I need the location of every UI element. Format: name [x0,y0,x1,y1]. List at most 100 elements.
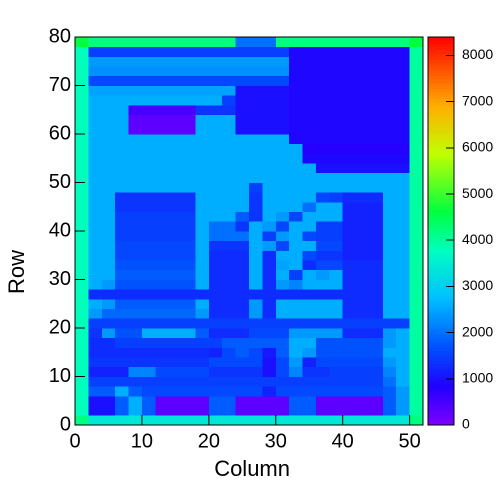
colorbar-segment [428,273,454,277]
cell [155,328,170,339]
cell [409,75,424,86]
colorbar-segment [428,95,454,99]
cell [342,357,357,368]
cell [315,153,330,164]
cell [195,46,210,57]
cell [249,308,263,319]
cell [409,85,424,96]
y-tick-label: 50 [49,171,71,193]
cell [222,172,237,183]
cell [382,182,397,193]
cell [115,75,129,86]
cell [75,46,89,57]
cell [141,104,156,115]
colorbar-segment [428,269,454,274]
cell [289,153,303,164]
cell [329,192,344,203]
cell [101,240,116,251]
cell [369,153,384,164]
cell [289,366,303,377]
cell [195,211,210,222]
cell [262,143,277,154]
x-tick-label: 10 [131,430,153,452]
cell [115,114,129,125]
cell [195,318,210,329]
cell [235,66,250,77]
colorbar-segment [428,108,454,112]
cell [275,114,290,125]
cell [369,298,384,309]
cell [101,153,116,164]
cell [342,46,357,57]
cell [396,201,411,212]
cell [182,124,196,135]
cell [382,289,397,300]
cell [208,75,223,86]
cell [101,221,116,232]
cell [75,366,89,377]
cell [182,75,196,86]
cell [342,163,357,174]
cell [382,46,397,57]
cell [222,56,237,67]
cell [168,308,183,319]
cell [88,95,103,106]
cell [222,46,237,57]
cell [262,347,277,358]
cell [75,269,89,280]
colorbar-segment [428,121,454,125]
cell [168,240,183,251]
cell [155,279,170,290]
cell [182,279,196,290]
cell [249,240,263,251]
cell [128,182,143,193]
colorbar-segment [428,318,454,323]
cell [222,124,237,135]
cell [382,269,397,280]
cell [356,279,370,290]
cell [155,240,170,251]
cell [88,308,103,319]
cell [409,192,424,203]
cell [235,328,250,339]
cell [409,347,424,358]
y-tick-label: 40 [49,219,71,241]
cell [115,269,129,280]
cell [222,308,237,319]
cell [222,405,237,416]
cell [382,298,397,309]
colorbar-segment [428,237,454,242]
cell [356,298,370,309]
cell [141,201,156,212]
cell [101,260,116,271]
cell [329,221,344,232]
cell [249,66,263,77]
colorbar-segment [428,247,454,251]
cell [128,231,143,242]
colorbar-segment [428,250,454,255]
cell [115,318,129,329]
cell [208,66,223,77]
cell [101,376,116,387]
cell [275,95,290,106]
cell [195,415,210,426]
colorbar-segment [428,156,454,161]
cell [369,250,384,261]
cell [409,134,424,145]
cell [208,114,223,125]
colorbar-segment [428,224,454,229]
cell [262,298,277,309]
cell [128,405,143,416]
cell [289,386,303,397]
cell [409,124,424,135]
cell [289,308,303,319]
cell [128,250,143,261]
colorbar-segment [428,208,454,213]
cell [396,386,411,397]
cell [302,104,317,115]
colorbar-segment [428,308,454,313]
cell [369,357,384,368]
cell [88,357,103,368]
cell [182,172,196,183]
cell [329,260,344,271]
